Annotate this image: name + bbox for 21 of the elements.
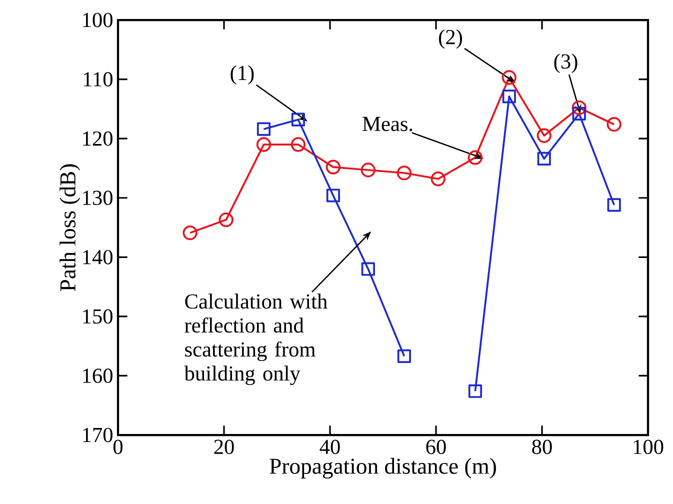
annotation: (2)	[439, 29, 462, 49]
y-axis-title: Path loss (dB)	[60, 164, 80, 292]
y-tick-label: 100	[83, 12, 112, 28]
annotation: Meas.	[362, 116, 412, 132]
annotation: Calculation with reflection and scattering from building only	[184, 294, 328, 386]
x-tick-label: 40	[320, 440, 340, 454]
y-tick-label: 150	[83, 309, 112, 324]
x-tick-label: 80	[532, 440, 552, 454]
y-tick-label: 130	[83, 190, 112, 206]
y-tick-label: 140	[83, 250, 112, 264]
y-tick-label: 160	[83, 368, 112, 383]
x-tick-label: 0	[113, 440, 123, 454]
annotation: (1)	[230, 65, 254, 85]
y-tick-label: 170	[83, 428, 112, 442]
x-axis-title: Propagation distance (m)	[270, 458, 496, 479]
y-tick-label: 120	[83, 131, 112, 146]
x-tick-label: 100	[634, 440, 664, 454]
x-tick-label: 60	[426, 440, 446, 454]
annotation: (3)	[554, 54, 578, 73]
x-tick-label: 20	[214, 440, 234, 454]
y-tick-label: 110	[84, 72, 112, 86]
